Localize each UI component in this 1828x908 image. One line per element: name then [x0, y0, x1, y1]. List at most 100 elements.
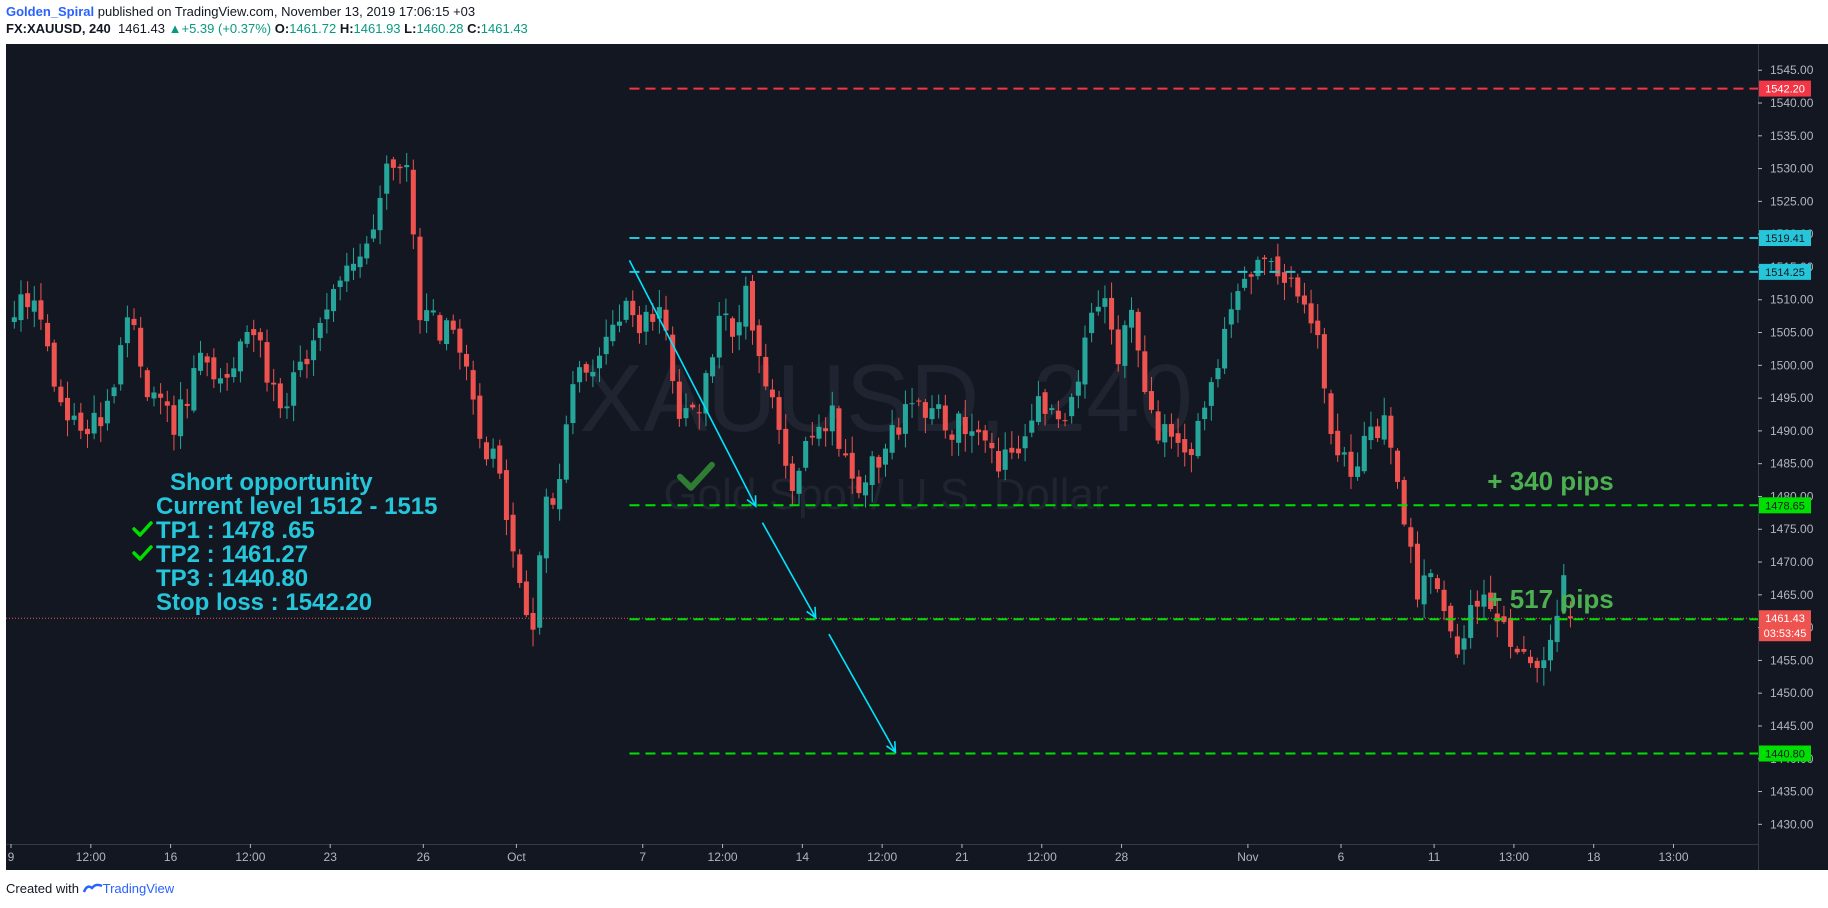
published-text: published on TradingView.com, November 1… — [97, 4, 476, 19]
candle-body — [517, 554, 523, 584]
price-tick-label: 1495.00 — [1770, 391, 1814, 405]
candle-body — [616, 321, 622, 326]
time-tick-label: 13:00 — [1658, 850, 1688, 864]
candle-body — [297, 361, 303, 371]
candle-body — [1115, 329, 1121, 365]
candle-body — [437, 315, 443, 341]
bar-countdown: 03:53:45 — [1764, 628, 1807, 640]
tradingview-brand[interactable]: TradingView — [102, 881, 175, 896]
candle-body — [723, 313, 729, 316]
candle-body — [1142, 351, 1148, 392]
candle-body — [650, 314, 656, 322]
candle-body — [936, 404, 942, 409]
candle-body — [1461, 638, 1467, 650]
up-triangle-icon: ▲ — [168, 21, 182, 36]
author-name[interactable]: Golden_Spiral — [6, 4, 95, 19]
footer: Created with TradingView — [6, 881, 174, 896]
open-value: 1461.72 — [289, 21, 337, 36]
candle-body — [311, 340, 317, 361]
close-label: C: — [467, 21, 481, 36]
time-axis[interactable] — [6, 844, 1758, 870]
candle-body — [876, 456, 882, 468]
candle-body — [1255, 259, 1261, 277]
candle-body — [1262, 257, 1268, 260]
candle-body — [1348, 451, 1354, 477]
candle-body — [264, 342, 270, 383]
price-axis[interactable] — [1758, 44, 1828, 870]
current-price-label: 1461.43 — [1765, 613, 1805, 625]
candle-body — [690, 404, 696, 408]
candle-body — [1301, 295, 1307, 305]
price-tick-label: 1485.00 — [1770, 457, 1814, 471]
candle-body — [843, 453, 849, 456]
time-tick-label: 9 — [8, 850, 15, 864]
chart-container[interactable]: XAUUSD, 240 Gold Spot / U.S. Dollar 1430.0… — [6, 44, 1828, 870]
candle-body — [1554, 615, 1560, 643]
candle-body — [1248, 274, 1254, 277]
candle-body — [949, 434, 955, 440]
current-price-tag-bg — [1759, 610, 1811, 642]
candle-body — [889, 425, 895, 453]
candle-body — [1494, 613, 1500, 622]
candle-body — [1561, 575, 1567, 612]
candle-body — [231, 368, 237, 378]
candle-body — [557, 479, 563, 510]
candle-body — [1541, 660, 1547, 669]
candle-body — [138, 327, 144, 367]
candle-body — [78, 412, 84, 431]
candle-body — [237, 341, 243, 372]
candle-body — [1521, 649, 1527, 652]
candle-body — [1242, 278, 1248, 288]
candle-body — [224, 374, 230, 378]
candle-body — [523, 581, 529, 616]
candle-body — [184, 403, 190, 406]
tradingview-logo-icon — [82, 883, 103, 893]
candle-body — [716, 315, 722, 358]
candle-body — [464, 353, 470, 367]
candle-body — [769, 389, 775, 398]
level-tp1: 1478.65 — [629, 497, 1811, 514]
symbol-info-bar: FX:XAUUSD, 240 1461.43 ▲+5.39 (+0.37%) O… — [6, 21, 528, 36]
candle-body — [104, 400, 110, 424]
symbol-label: FX:XAUUSD, 240 — [6, 21, 111, 36]
candle-body — [1029, 420, 1035, 433]
candle-body — [1361, 435, 1367, 472]
candle-body — [1395, 450, 1401, 482]
candle-body — [796, 470, 802, 494]
candle-body — [144, 370, 150, 398]
candle-body — [1401, 479, 1407, 525]
candle-body — [1428, 573, 1434, 578]
price-tick-label: 1450.00 — [1770, 686, 1814, 700]
candle-body — [317, 322, 323, 338]
candle-body — [1022, 436, 1028, 449]
candle-body — [550, 498, 556, 505]
pip-labels: + 340 pips + 517 pips — [1487, 466, 1613, 614]
candle-body — [151, 392, 157, 399]
candle-body — [1321, 334, 1327, 389]
candle-body — [457, 328, 463, 353]
candle-body — [1501, 616, 1507, 623]
level-price-tag — [1759, 230, 1811, 247]
candle-body — [1421, 575, 1427, 605]
candle-body — [1122, 325, 1128, 366]
candle-body — [45, 322, 51, 347]
pip-label: + 340 pips — [1487, 466, 1613, 496]
candle-body — [417, 236, 423, 321]
created-with-text: Created with — [6, 881, 79, 896]
candle-body — [377, 198, 383, 231]
candle-body — [1481, 594, 1487, 607]
candle-body — [1288, 277, 1294, 279]
time-tick-label: 23 — [324, 850, 338, 864]
candle-body — [603, 336, 609, 355]
candle-body — [962, 416, 968, 435]
candle-body — [444, 320, 450, 345]
candle-body — [18, 294, 24, 321]
candle-body — [1135, 311, 1141, 351]
candle-body — [244, 332, 250, 344]
candle-body — [503, 470, 509, 520]
candle-body — [789, 463, 795, 491]
annotation-line: TP1 : 1478 .65 — [156, 517, 315, 544]
candle-body — [1055, 410, 1061, 420]
